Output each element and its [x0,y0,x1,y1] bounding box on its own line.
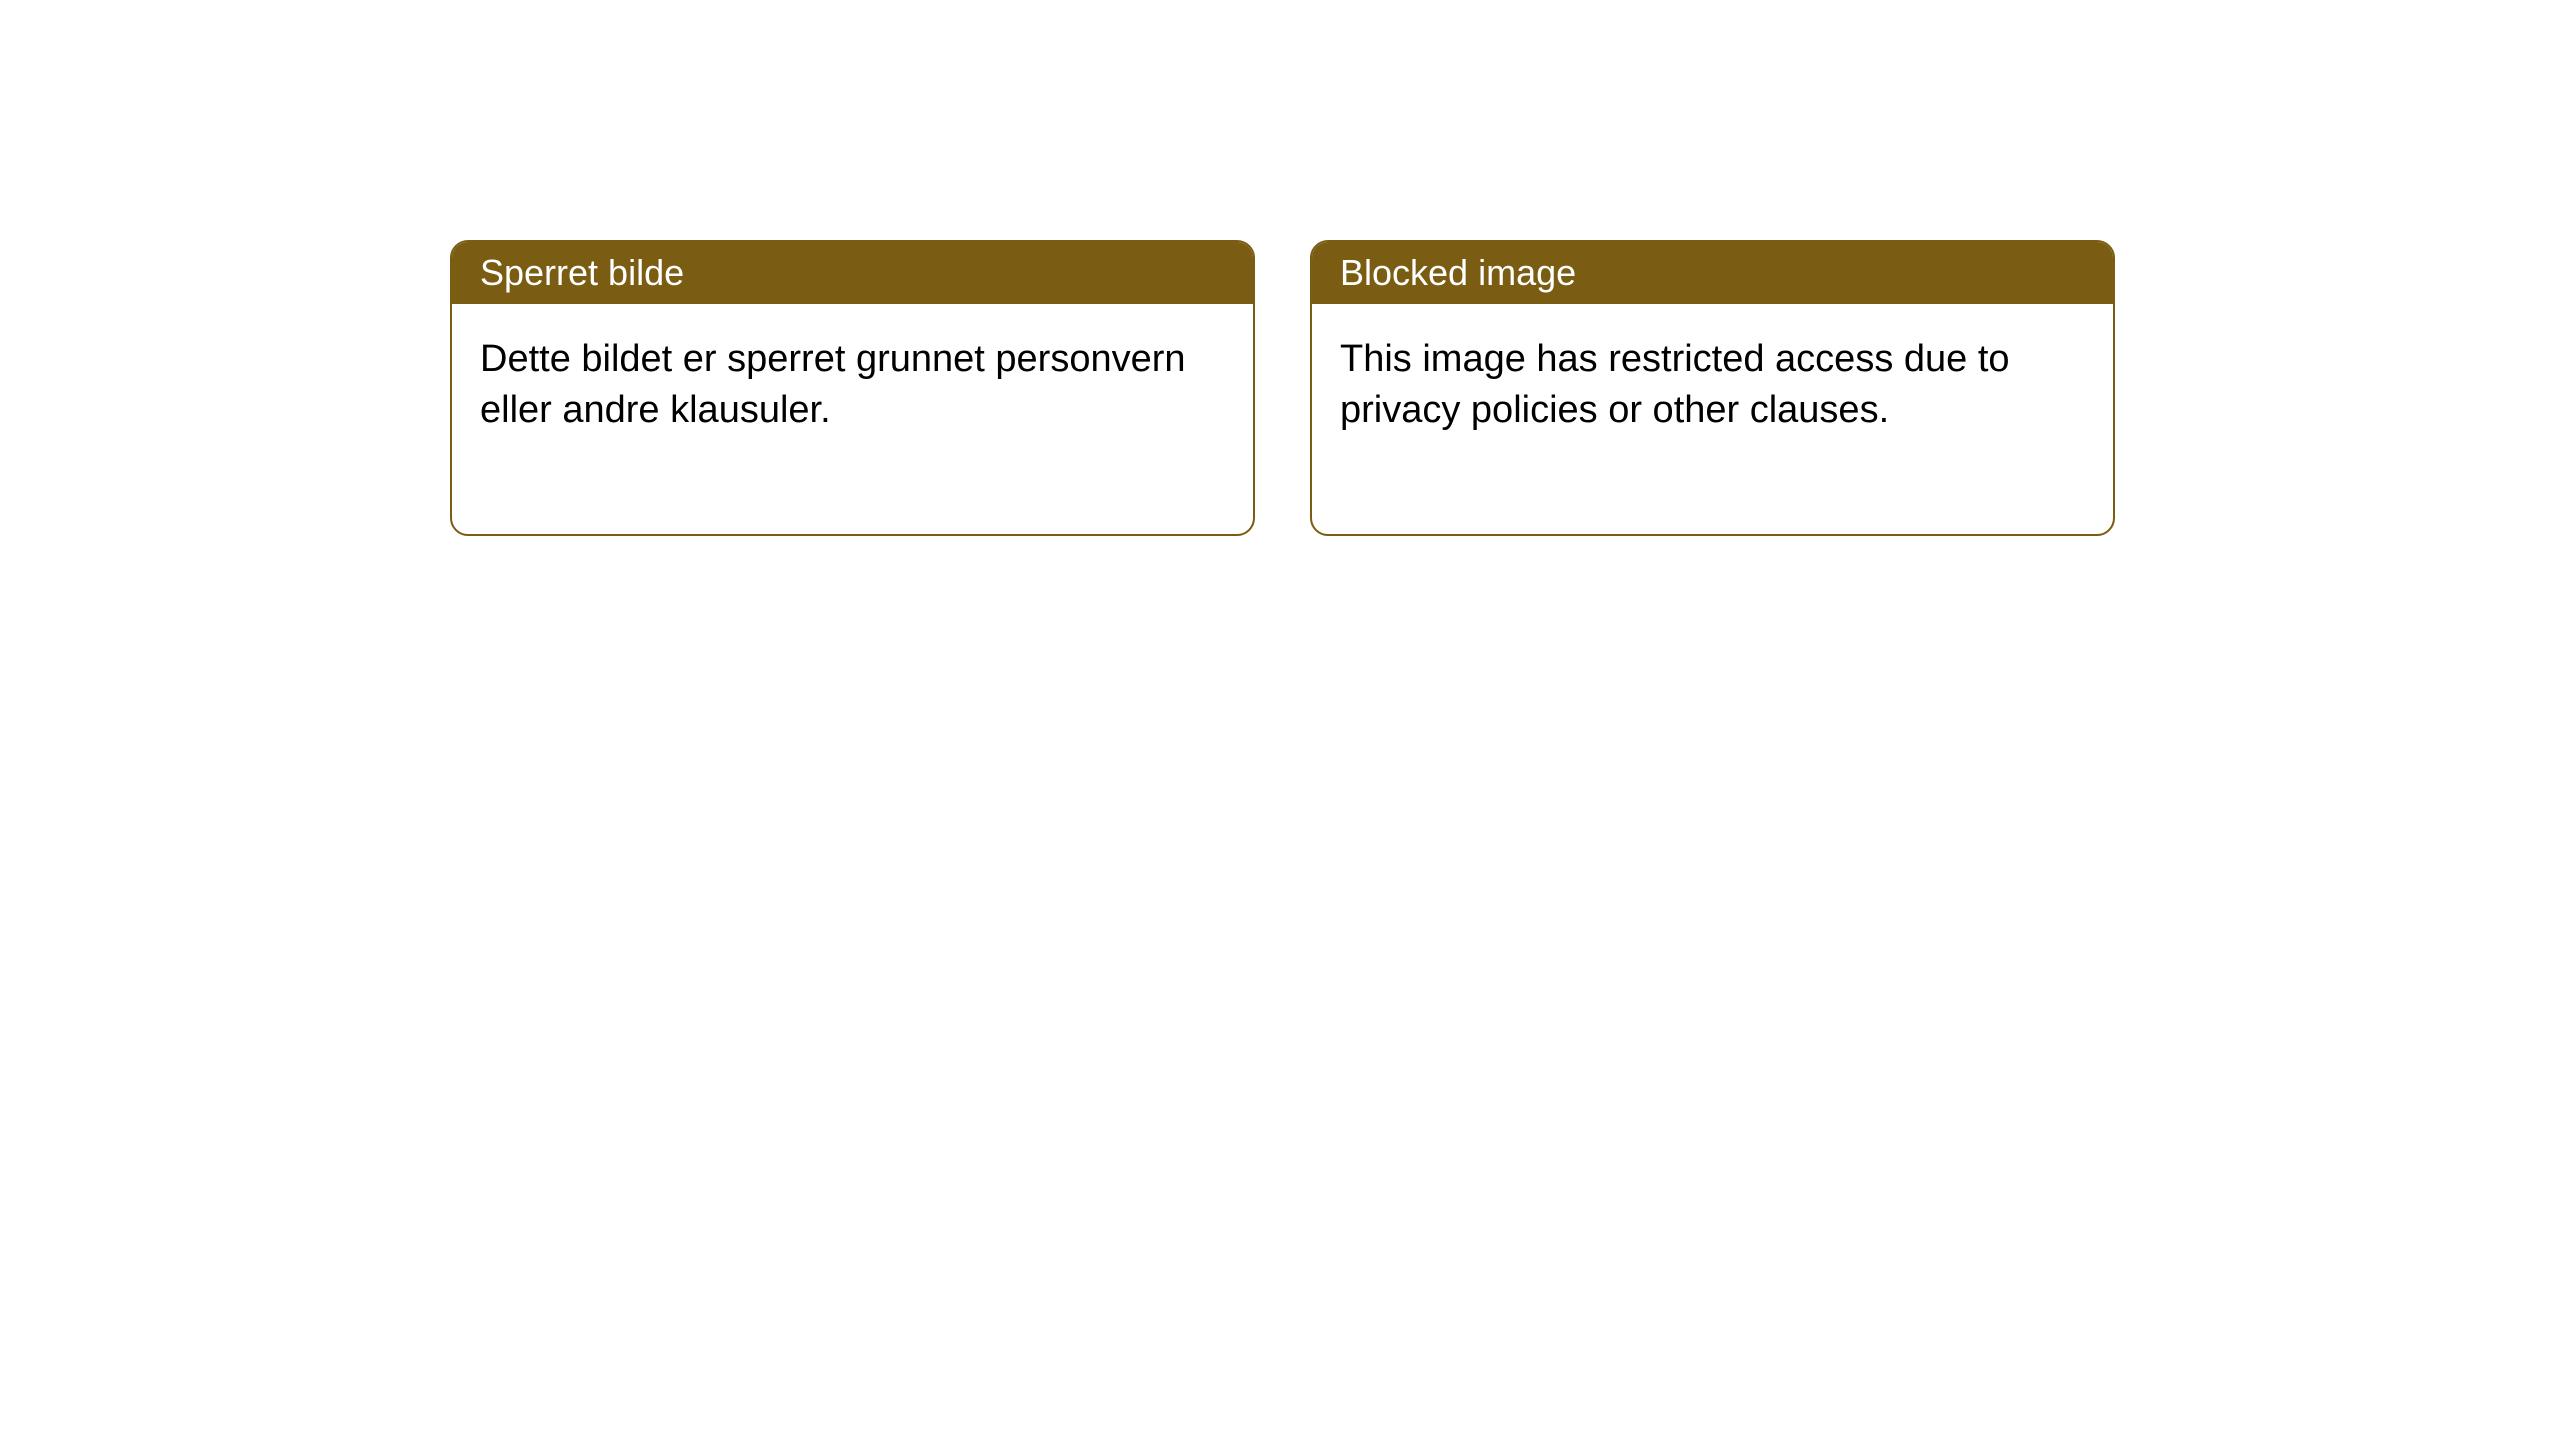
notice-title: Blocked image [1340,252,1576,293]
notice-header: Sperret bilde [452,242,1253,304]
notice-header: Blocked image [1312,242,2113,304]
notice-body: Dette bildet er sperret grunnet personve… [452,304,1253,534]
notice-body-text: Dette bildet er sperret grunnet personve… [480,338,1186,431]
notice-body-text: This image has restricted access due to … [1340,338,2010,431]
notice-title: Sperret bilde [480,252,684,293]
notice-card-english: Blocked image This image has restricted … [1310,240,2115,536]
notice-card-norwegian: Sperret bilde Dette bildet er sperret gr… [450,240,1255,536]
notice-body: This image has restricted access due to … [1312,304,2113,534]
notice-container: Sperret bilde Dette bildet er sperret gr… [0,0,2560,536]
